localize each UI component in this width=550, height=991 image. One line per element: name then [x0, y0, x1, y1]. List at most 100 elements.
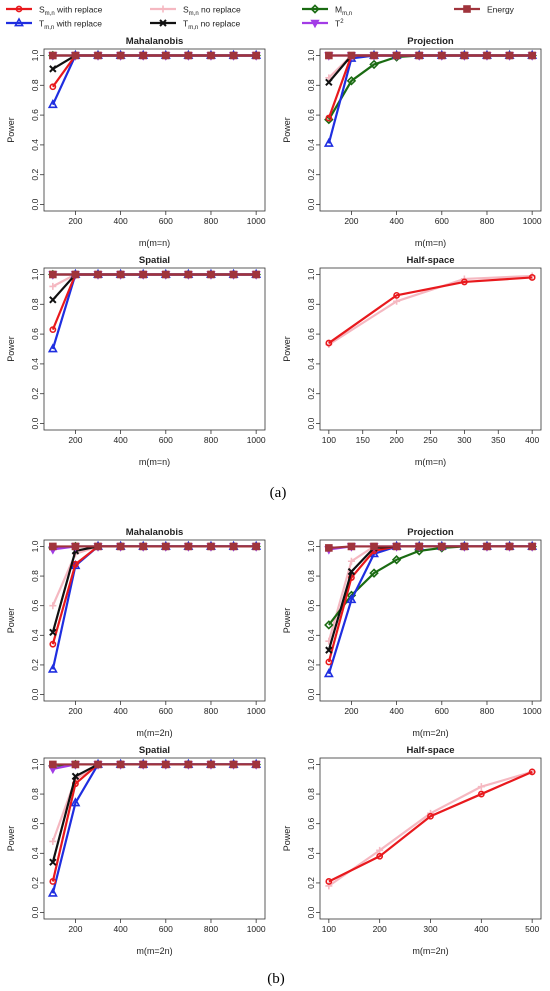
data-point: [49, 282, 57, 290]
x-axis-label: m(m=2n): [412, 728, 448, 738]
legend-marker: [310, 19, 320, 29]
data-point: [116, 270, 125, 279]
x-tick-label: 600: [159, 924, 173, 934]
x-axis-label: m(m=2n): [136, 728, 172, 738]
data-point: [483, 51, 491, 60]
chart-title: Projection: [407, 36, 454, 47]
y-tick-label: 0.4: [306, 358, 316, 370]
x-tick-label: 150: [356, 435, 370, 445]
series-line: [327, 54, 533, 144]
x-tick-label: 400: [114, 435, 128, 445]
y-tick-label: 1.0: [30, 758, 40, 770]
y-tick-label: 0.2: [306, 388, 316, 400]
x-tick-label: 500: [525, 924, 539, 934]
data-point: [139, 542, 148, 551]
series-m: [324, 50, 537, 125]
series-line: [327, 54, 533, 119]
data-point: [325, 339, 333, 347]
series-line: [328, 545, 533, 550]
data-point: [47, 663, 58, 673]
data-point: [139, 760, 148, 769]
data-point: [323, 668, 334, 678]
data-point: [207, 542, 215, 551]
data-point: [252, 51, 260, 60]
legend-label-sub: m,n: [45, 11, 55, 17]
series-energy: [49, 542, 260, 551]
series-line: [51, 545, 257, 607]
x-tick-label: 400: [525, 435, 539, 445]
data-point: [415, 51, 424, 60]
x-tick-label: 800: [204, 216, 218, 226]
data-point: [325, 878, 333, 885]
y-tick-label: 0.6: [306, 818, 316, 830]
series-line: [328, 274, 533, 346]
data-point: [116, 51, 125, 60]
caption-b: (b): [267, 971, 285, 987]
y-tick-label: 0.8: [306, 570, 316, 582]
x-tick-label: 200: [373, 924, 387, 934]
y-tick-label: 1.0: [30, 49, 40, 61]
series-s-with-replace: [325, 274, 536, 347]
series-energy: [49, 760, 260, 769]
series-s-with-replace: [325, 768, 536, 885]
series-line: [327, 54, 533, 121]
series-m: [324, 541, 537, 630]
legend-label-main: S: [183, 5, 189, 15]
data-point: [346, 76, 357, 86]
data-point: [49, 640, 57, 648]
data-point: [139, 270, 148, 279]
x-tick-label: 200: [68, 706, 82, 716]
y-tick-label: 0.0: [30, 417, 40, 429]
data-point: [347, 51, 356, 60]
data-point: [161, 542, 170, 551]
series-line: [51, 763, 257, 894]
x-tick-label: 1000: [247, 216, 266, 226]
x-tick-label: 200: [344, 706, 358, 716]
x-tick-label: 200: [68, 924, 82, 934]
chart-title: Mahalanobis: [126, 36, 184, 47]
y-axis-label: Power: [6, 826, 16, 852]
chart-panel-8: Half-space 100 200 300 400 500 0.0 0.2 0.4 0.6 0.8…: [282, 745, 542, 956]
data-point: [139, 51, 148, 60]
legend-entry-3: Mm,n: [302, 4, 352, 17]
x-tick-label: 200: [344, 216, 358, 226]
plot-frame: [43, 267, 266, 431]
data-point: [184, 542, 193, 551]
data-point: [94, 51, 102, 60]
y-tick-label: 0.2: [306, 169, 316, 181]
data-point: [229, 270, 238, 279]
y-tick-label: 0.6: [306, 600, 316, 612]
series-line: [51, 545, 257, 670]
series-line: [51, 545, 257, 645]
series-line: [328, 770, 533, 883]
data-point: [207, 760, 215, 769]
legend-entry-4: Energy: [454, 5, 515, 15]
data-point: [49, 878, 57, 885]
data-point: [47, 343, 58, 353]
series-energy: [49, 270, 260, 279]
data-point: [71, 51, 80, 60]
data-point: [229, 51, 238, 60]
data-point: [49, 542, 57, 551]
y-tick-label: 0.2: [306, 877, 316, 889]
series-s-with-replace: [49, 271, 260, 334]
series-line: [328, 276, 533, 344]
series-s-no-replace: [325, 272, 536, 349]
plot-frame: [43, 48, 266, 212]
series-line: [51, 763, 257, 882]
y-tick-label: 0.6: [306, 328, 316, 340]
y-tick-label: 1.0: [30, 268, 40, 280]
legend-label-rest: no replace: [198, 19, 240, 29]
legend-label-sup: 2: [340, 19, 344, 25]
series-line: [51, 54, 257, 88]
data-point: [161, 760, 170, 769]
y-tick-label: 0.0: [306, 906, 316, 918]
legend-label: Tm,n no replace: [183, 19, 241, 32]
data-point: [325, 646, 333, 654]
plot-frame: [43, 757, 266, 920]
x-tick-label: 600: [435, 706, 449, 716]
series-line: [51, 54, 257, 106]
legend-label-main: S: [39, 5, 45, 15]
x-tick-label: 800: [480, 706, 494, 716]
y-tick-label: 0.0: [30, 688, 40, 700]
